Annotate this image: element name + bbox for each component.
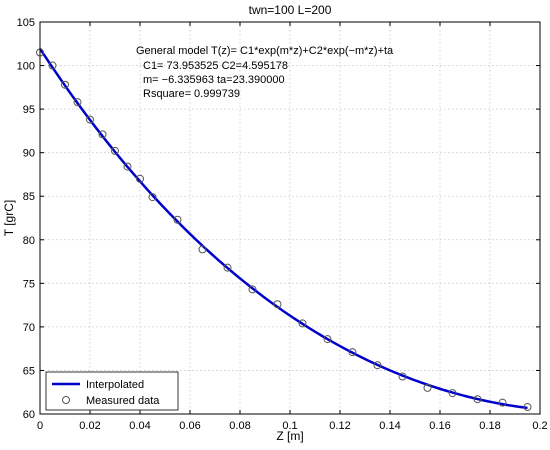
measured-data-point (298, 319, 307, 328)
legend-label-interpolated: Interpolated (86, 379, 144, 391)
annotation-line-1: General model T(z)= C1*exp(m*z)+C2*exp(−… (136, 45, 394, 57)
x-tick-label: 0 (37, 420, 43, 432)
model-annotation: General model T(z)= C1*exp(m*z)+C2*exp(−… (136, 45, 394, 100)
measured-data-point (248, 285, 257, 294)
measured-data-point (448, 389, 457, 398)
y-tick-label: 85 (23, 191, 35, 203)
axis-ticks: 0 0.02 0.04 0.06 0.08 0.1 0.12 0.14 0.16 0.18 0.2 6… (17, 17, 548, 432)
measured-data-point (423, 383, 432, 392)
annotation-line-2: C1= 73.953525 C2=4.595178 (143, 60, 288, 72)
measured-data-point (373, 361, 382, 370)
measured-data-point (73, 98, 82, 107)
x-axis-label: Z [m] (276, 429, 303, 443)
chart-title: twn=100 L=200 (249, 3, 332, 17)
measured-data-point (173, 215, 182, 224)
measured-data-point (123, 162, 132, 171)
y-tick-label: 65 (23, 365, 35, 377)
measured-data-point (398, 372, 407, 381)
legend-label-measured: Measured data (86, 395, 160, 407)
annotation-line-4: Rsquare= 0.999739 (143, 88, 240, 100)
y-tick-label: 70 (23, 322, 35, 334)
measured-data-point (348, 348, 357, 357)
x-tick-label: 0.2 (532, 420, 547, 432)
legend: Interpolated Measured data (45, 371, 179, 411)
y-tick-label: 75 (23, 278, 35, 290)
x-tick-label: 0.06 (179, 420, 200, 432)
measured-data-point (498, 398, 507, 407)
measured-data-point (61, 80, 69, 89)
x-tick-label: 0.1 (282, 420, 297, 432)
x-tick-label: 0.02 (79, 420, 100, 432)
y-tick-label: 80 (23, 235, 35, 247)
measured-data-point (273, 300, 282, 309)
interpolated-curve (38, 47, 528, 410)
measured-data-point (223, 263, 232, 272)
annotation-line-3: m= −6.335963 ta=23.390000 (143, 74, 285, 86)
measured-data-point (473, 395, 482, 404)
measured-data-point (198, 245, 207, 254)
x-tick-label: 0.08 (229, 420, 250, 432)
y-tick-label: 90 (23, 148, 35, 160)
measured-data-point (136, 174, 144, 183)
grid (40, 22, 540, 414)
x-tick-label: 0.18 (479, 420, 500, 432)
measured-data-point (98, 130, 107, 139)
measured-data-point (323, 335, 332, 344)
measured-data-point (48, 61, 57, 70)
measured-data-point (111, 146, 119, 155)
y-tick-label: 60 (23, 409, 35, 421)
x-tick-label: 0.04 (129, 420, 150, 432)
x-tick-label: 0.14 (379, 420, 400, 432)
legend-box (45, 371, 179, 411)
y-axis-label: T [grC] (2, 200, 16, 236)
y-tick-label: 100 (17, 61, 35, 73)
y-tick-label: 95 (23, 104, 35, 116)
x-tick-label: 0.16 (429, 420, 450, 432)
measured-data-point (523, 403, 532, 412)
measured-data-point (148, 193, 157, 202)
x-tick-label: 0.12 (329, 420, 350, 432)
measured-data-point (86, 115, 94, 124)
legend-marker-swatch (62, 396, 70, 404)
y-tick-label: 105 (17, 17, 35, 29)
